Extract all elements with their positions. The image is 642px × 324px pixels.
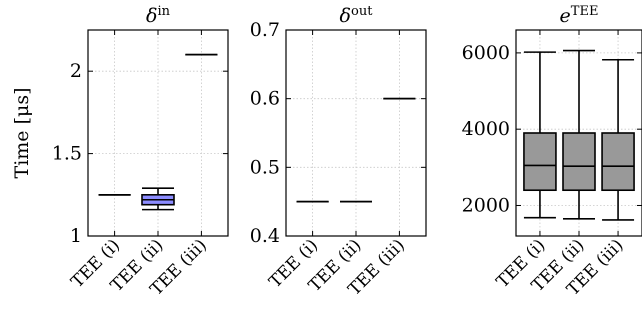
box-2 [562,49,596,220]
y-tick-label: 0.7 [250,19,280,41]
box-2 [141,187,175,211]
title-symbol: δ [146,5,157,27]
axes-frame [285,29,427,237]
title-symbol: δ [340,5,351,27]
y-tick-label: 0.5 [250,156,280,178]
y-tick-label: 6000 [462,42,510,64]
title-superscript: TEE [571,4,599,19]
box-body [562,132,596,192]
y-tick-label: 1 [70,225,82,247]
y-tick-label: 0.4 [250,225,280,247]
y-tick-label: 4000 [462,118,510,140]
axes-frame [87,29,229,237]
title-superscript: in [157,4,170,19]
y-tick-label: 2 [70,60,82,82]
axes-frame [515,29,642,237]
y-tick-label: 1.5 [52,143,82,165]
title-symbol: e [560,5,571,27]
panel-title: δout [340,4,374,27]
panel-title: δin [146,4,171,27]
box-3 [601,58,635,221]
panel-title: eTEE [560,4,599,27]
y-tick-label: 2000 [462,194,510,216]
title-superscript: out [351,4,373,19]
box-1 [523,51,557,219]
box-body [601,132,635,192]
y-axis-label: Time [μs] [11,88,33,179]
y-tick-label: 0.6 [250,88,280,110]
box-body [523,132,557,192]
